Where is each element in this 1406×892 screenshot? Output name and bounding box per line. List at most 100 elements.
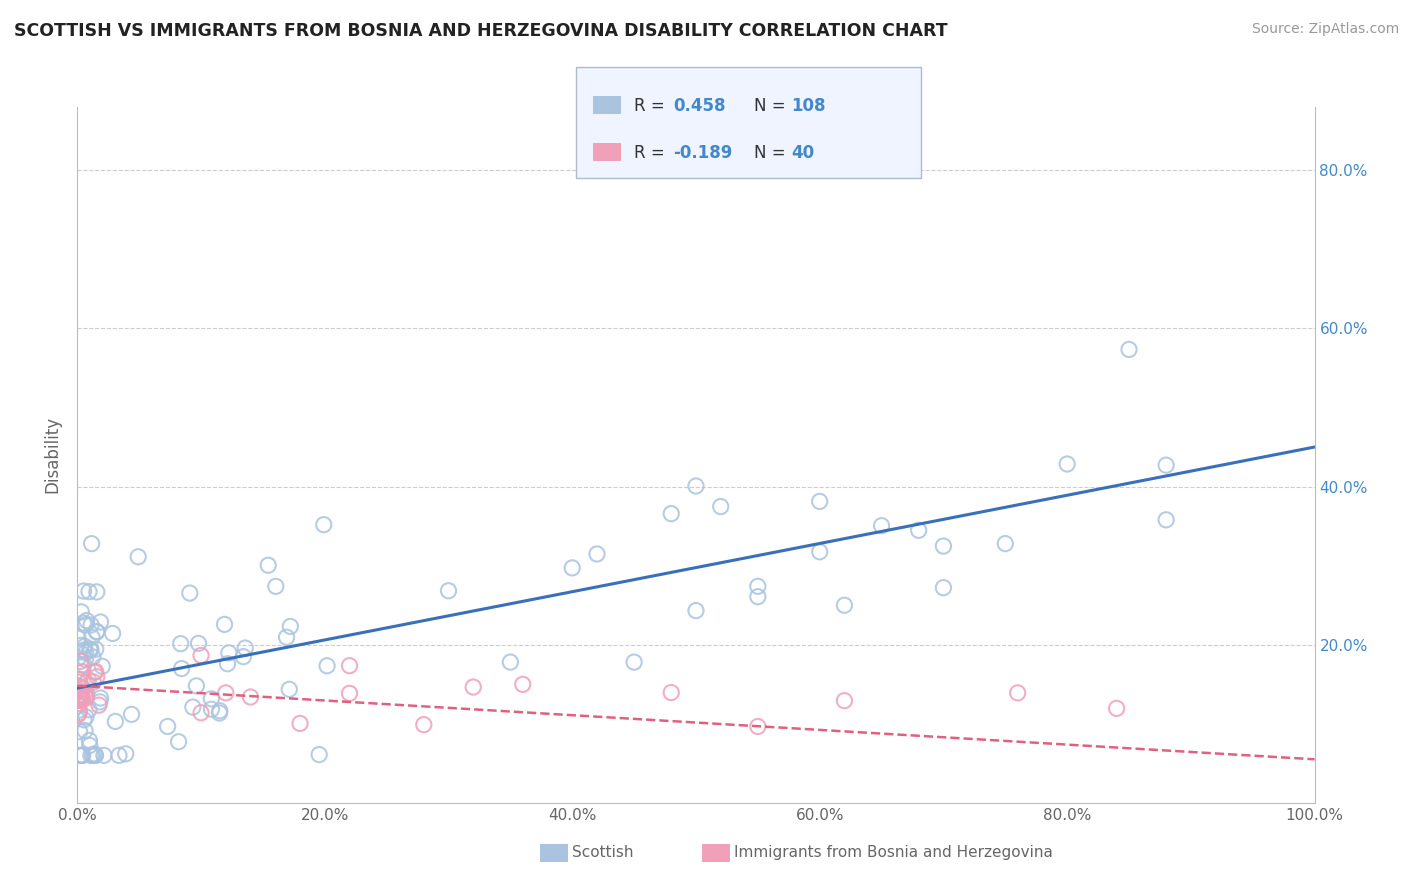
Point xyxy=(67,697,90,711)
Point xyxy=(84,748,107,763)
Point xyxy=(200,691,222,706)
Point xyxy=(69,693,91,707)
Point xyxy=(67,680,90,694)
Point xyxy=(73,640,96,654)
Point xyxy=(79,739,101,753)
Point xyxy=(75,690,97,704)
Point xyxy=(208,704,231,718)
Point xyxy=(75,675,97,690)
Point xyxy=(69,692,91,706)
Point xyxy=(69,748,91,763)
Point xyxy=(73,713,96,727)
Point xyxy=(232,649,254,664)
Point xyxy=(1154,458,1177,473)
Point xyxy=(257,558,280,573)
Point xyxy=(67,684,90,698)
Point xyxy=(659,507,682,521)
Point xyxy=(169,637,191,651)
Point xyxy=(499,655,522,669)
Point xyxy=(91,659,114,673)
Point xyxy=(218,646,240,660)
Point xyxy=(83,665,105,680)
Point xyxy=(101,626,124,640)
Text: SCOTTISH VS IMMIGRANTS FROM BOSNIA AND HERZEGOVINA DISABILITY CORRELATION CHART: SCOTTISH VS IMMIGRANTS FROM BOSNIA AND H… xyxy=(14,22,948,40)
Point xyxy=(156,719,179,733)
Point xyxy=(70,692,93,706)
Point xyxy=(69,645,91,659)
Point xyxy=(77,703,100,717)
Point xyxy=(73,685,96,699)
Point xyxy=(67,650,90,665)
Point xyxy=(907,524,929,538)
Point xyxy=(586,547,609,561)
Point xyxy=(512,677,534,691)
Point xyxy=(278,682,301,697)
Point xyxy=(76,686,98,700)
Point xyxy=(72,615,94,630)
Point xyxy=(80,643,103,657)
Point xyxy=(170,662,193,676)
Point xyxy=(86,624,108,639)
Point xyxy=(1105,701,1128,715)
Point xyxy=(66,632,89,646)
Point xyxy=(685,604,707,618)
Point xyxy=(67,706,90,720)
Point xyxy=(84,642,107,657)
Point xyxy=(834,694,856,708)
Point xyxy=(685,479,707,493)
Point xyxy=(86,624,108,639)
Text: N =: N = xyxy=(754,97,790,115)
Point xyxy=(339,658,361,673)
Point xyxy=(70,748,93,763)
Point xyxy=(1154,513,1177,527)
Point xyxy=(89,695,111,709)
Point xyxy=(75,691,97,706)
Point xyxy=(463,680,485,694)
Point xyxy=(339,686,361,700)
Y-axis label: Disability: Disability xyxy=(44,417,62,493)
Point xyxy=(834,599,856,613)
Point xyxy=(90,691,112,706)
Point xyxy=(72,748,94,763)
Point xyxy=(808,545,831,559)
Point xyxy=(217,657,239,671)
Point xyxy=(747,579,769,593)
Text: 40: 40 xyxy=(792,145,814,162)
Point xyxy=(67,688,90,702)
Text: -0.189: -0.189 xyxy=(673,145,733,162)
Point xyxy=(127,549,149,564)
Point xyxy=(72,665,94,679)
Point xyxy=(72,748,94,763)
Point xyxy=(200,702,222,716)
Point xyxy=(186,679,208,693)
Point xyxy=(75,646,97,660)
Point xyxy=(70,605,93,619)
Point xyxy=(1056,457,1078,471)
Point xyxy=(79,733,101,747)
Point xyxy=(437,583,460,598)
Point xyxy=(69,703,91,717)
Point xyxy=(80,536,103,550)
Point xyxy=(86,585,108,599)
Point xyxy=(114,747,136,761)
Point xyxy=(747,590,769,604)
Point xyxy=(69,654,91,668)
Point xyxy=(190,706,212,720)
Point xyxy=(561,561,583,575)
Point xyxy=(108,748,131,763)
Point xyxy=(808,494,831,508)
Point xyxy=(167,735,190,749)
Point xyxy=(215,686,238,700)
Point xyxy=(316,658,339,673)
Point xyxy=(82,649,104,664)
Point xyxy=(70,688,93,702)
Point xyxy=(1007,686,1029,700)
Point xyxy=(412,717,434,731)
Point xyxy=(994,536,1017,550)
Text: R =: R = xyxy=(634,145,671,162)
Point xyxy=(870,518,893,533)
Point xyxy=(72,681,94,696)
Point xyxy=(84,665,107,679)
Point xyxy=(190,648,212,663)
Point xyxy=(75,617,97,632)
